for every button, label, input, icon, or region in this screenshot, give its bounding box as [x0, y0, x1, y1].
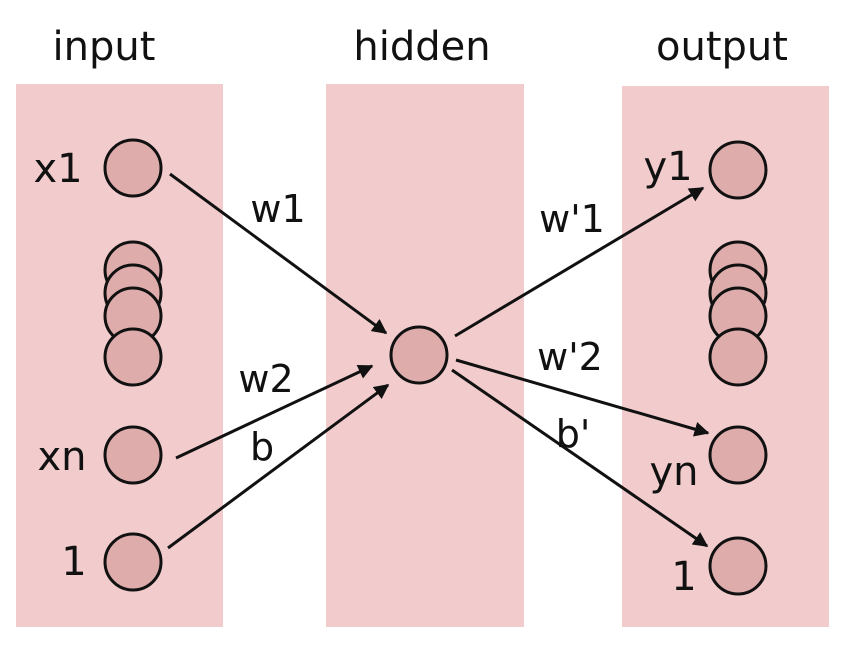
output-layer-title: output — [656, 24, 788, 70]
edge-label-w-prime-1: w'1 — [539, 197, 605, 241]
edge-hidden-to-yn — [455, 358, 710, 437]
edge-x1-to-hidden — [169, 172, 388, 335]
hidden-layer-title: hidden — [353, 24, 490, 70]
output-node-bias — [708, 536, 768, 596]
edge-label-w-prime-2: w'2 — [537, 335, 603, 379]
output-node-stack-4 — [708, 327, 768, 387]
edge-bias-to-hidden — [167, 383, 390, 550]
label-x1: x1 — [33, 146, 82, 192]
label-input-bias: 1 — [61, 539, 86, 585]
input-node-stack-4 — [103, 327, 163, 387]
edge-label-b-prime: b' — [556, 412, 591, 456]
input-layer-title: input — [53, 24, 156, 70]
edge-hidden-to-y1 — [454, 186, 705, 338]
edge-xn-to-hidden — [175, 364, 374, 460]
input-node-xn — [103, 425, 163, 485]
label-y1: y1 — [643, 144, 692, 190]
label-yn: yn — [649, 449, 698, 495]
output-node-yn — [708, 425, 768, 485]
edge-label-w2: w2 — [238, 357, 293, 401]
edge-label-b: b — [250, 425, 274, 469]
label-output-bias: 1 — [671, 554, 696, 600]
input-node-bias — [103, 532, 163, 592]
edge-label-w1: w1 — [250, 187, 305, 231]
edge-hidden-to-output-bias — [451, 368, 709, 548]
output-node-y1 — [708, 140, 768, 200]
input-node-x1 — [103, 138, 163, 198]
label-xn: xn — [37, 434, 86, 480]
hidden-node — [389, 325, 449, 385]
